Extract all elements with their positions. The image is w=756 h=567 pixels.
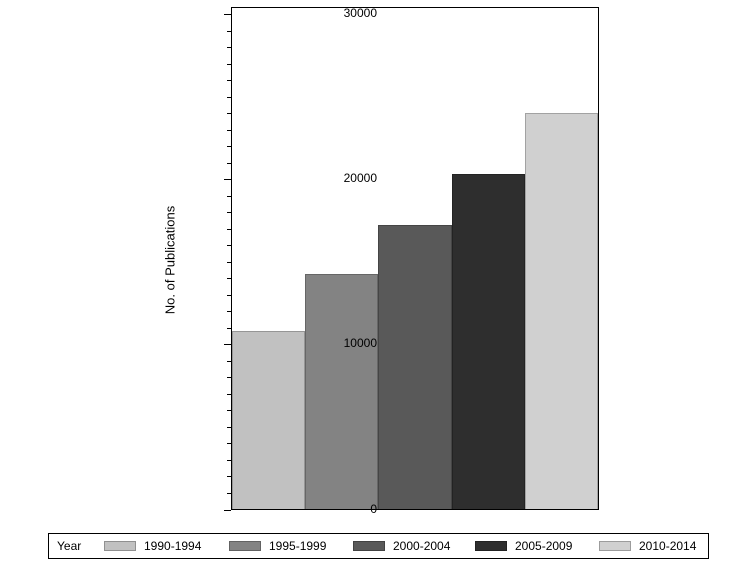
y-minor-tick (227, 360, 231, 362)
legend-swatch-2005-2009 (475, 541, 507, 551)
y-minor-tick (227, 162, 231, 164)
y-minor-tick (227, 377, 231, 379)
legend-entry-2000-2004: 2000-2004 (353, 534, 450, 558)
y-minor-tick (227, 393, 231, 395)
y-minor-tick (227, 96, 231, 98)
y-minor-tick (227, 30, 231, 32)
legend-label: 2010-2014 (639, 539, 697, 553)
y-minor-tick (227, 311, 231, 313)
legend-swatch-2000-2004 (353, 541, 385, 551)
y-minor-tick (227, 426, 231, 428)
y-minor-tick (227, 195, 231, 197)
y-minor-tick (227, 63, 231, 65)
legend-title: Year (57, 539, 82, 553)
y-minor-tick (227, 113, 231, 115)
y-minor-tick (227, 476, 231, 478)
bar-2005-2009 (451, 174, 525, 509)
plot-frame (224, 7, 599, 511)
legend-swatch-1990-1994 (104, 541, 136, 551)
y-major-tick (224, 509, 231, 511)
y-tick-label: 0 (370, 501, 377, 516)
y-tick-label: 30000 (343, 6, 377, 20)
y-minor-tick (227, 327, 231, 329)
legend-swatch-2010-2014 (599, 541, 631, 551)
y-tick-label: 10000 (343, 336, 377, 351)
y-minor-tick (227, 278, 231, 280)
y-minor-tick (227, 47, 231, 49)
y-minor-tick (227, 212, 231, 214)
legend-label: 1990-1994 (144, 539, 202, 553)
y-minor-tick (227, 443, 231, 445)
y-minor-tick (227, 459, 231, 461)
y-minor-tick (227, 245, 231, 247)
y-minor-tick (227, 492, 231, 494)
y-minor-tick (227, 261, 231, 263)
legend-label: 1995-1999 (269, 539, 327, 553)
y-minor-tick (227, 294, 231, 296)
bar-1995-1999 (305, 274, 379, 509)
y-minor-tick (227, 80, 231, 82)
legend-entry-1990-1994: 1990-1994 (104, 534, 201, 558)
y-axis-title: No. of Publications (162, 205, 178, 315)
legend-entry-2010-2014: 2010-2014 (599, 534, 696, 558)
y-tick-label: 20000 (343, 171, 377, 186)
y-minor-tick (227, 410, 231, 412)
legend-entry-2005-2009: 2005-2009 (475, 534, 572, 558)
y-major-tick (224, 14, 231, 15)
bar-2010-2014 (524, 113, 598, 509)
legend-label: 2000-2004 (393, 539, 451, 553)
bar-2000-2004 (378, 225, 452, 509)
y-minor-tick (227, 146, 231, 148)
legend-label: 2005-2009 (515, 539, 573, 553)
legend-entry-1995-1999: 1995-1999 (229, 534, 326, 558)
y-minor-tick (227, 129, 231, 131)
y-minor-tick (227, 228, 231, 230)
bar-1990-1994 (232, 331, 306, 509)
legend: Year 1990-1994 1995-1999 2000-2004 2005-200… (48, 533, 709, 559)
y-major-tick (224, 344, 231, 346)
legend-swatch-1995-1999 (229, 541, 261, 551)
y-major-tick (224, 179, 231, 181)
